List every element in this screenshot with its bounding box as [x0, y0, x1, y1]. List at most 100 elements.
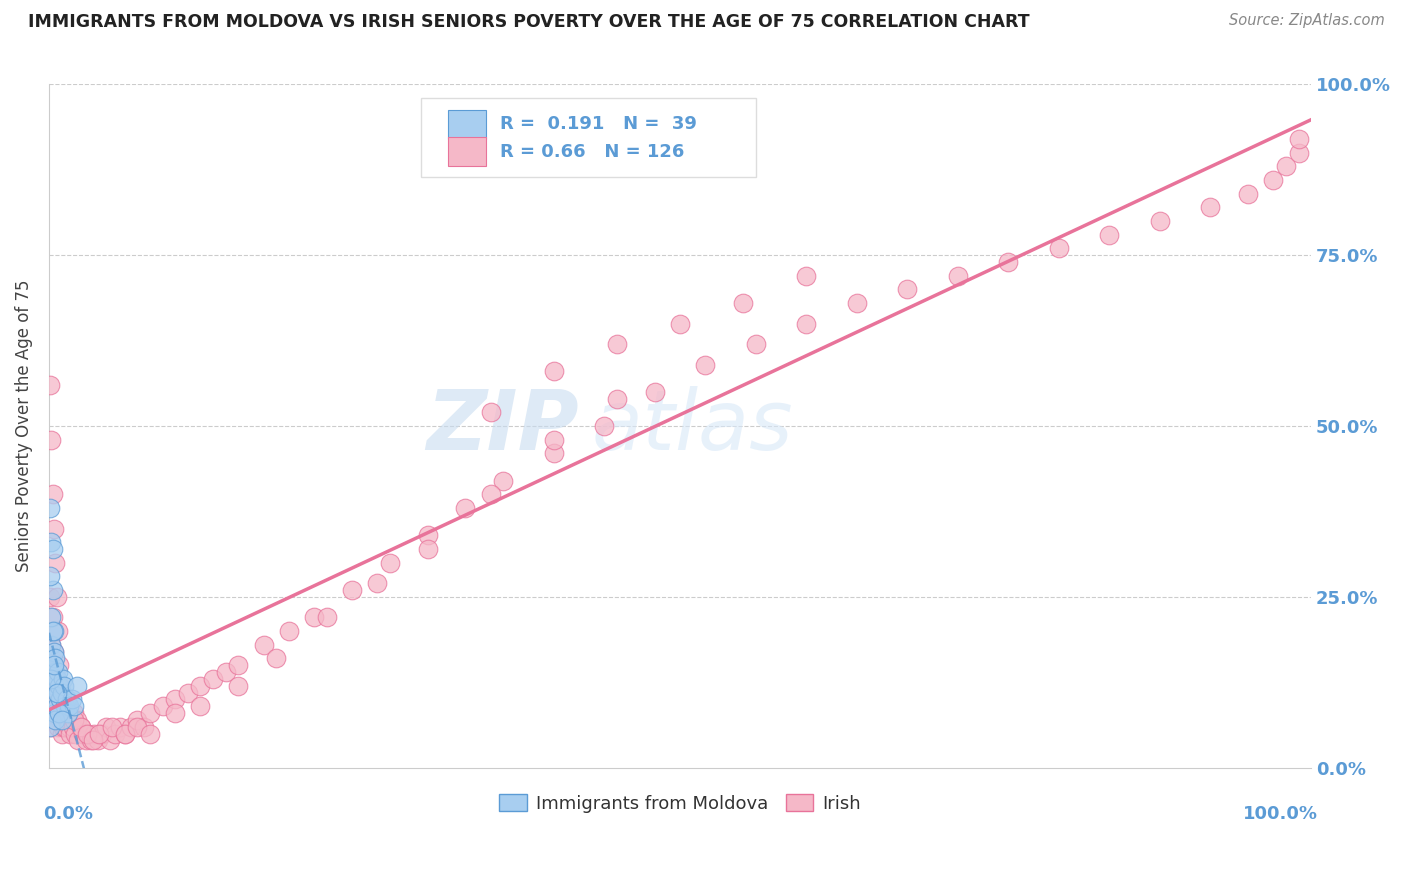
Point [63, 699, 86, 714]
Point [120, 720, 142, 734]
Point [42, 699, 65, 714]
Point [1288, 145, 1310, 160]
Point [48, 685, 70, 699]
Point [139, 726, 162, 740]
Point [42, 706, 65, 720]
Point [896, 282, 918, 296]
Point [60, 692, 83, 706]
Point [52, 720, 75, 734]
Point [41, 679, 63, 693]
Text: Source: ZipAtlas.com: Source: ZipAtlas.com [1229, 13, 1385, 29]
Point [77, 726, 100, 740]
Point [44, 713, 66, 727]
Point [794, 317, 817, 331]
Point [51, 726, 73, 740]
Point [44, 651, 66, 665]
Point [42, 658, 65, 673]
Point [46, 624, 69, 638]
Point [593, 419, 616, 434]
Point [42, 624, 65, 638]
Point [479, 405, 502, 419]
Point [98, 733, 121, 747]
Point [39, 720, 62, 734]
Text: 0.0%: 0.0% [42, 805, 93, 823]
Point [1263, 173, 1285, 187]
Point [42, 522, 65, 536]
Point [49, 692, 72, 706]
Point [58, 699, 80, 714]
Text: R = 0.66   N = 126: R = 0.66 N = 126 [499, 143, 683, 161]
Point [46, 679, 69, 693]
Point [60, 713, 83, 727]
Point [55, 720, 77, 734]
Point [49, 713, 72, 727]
Point [53, 679, 76, 693]
Point [51, 713, 73, 727]
Point [226, 658, 249, 673]
Point [42, 644, 65, 658]
Point [45, 685, 67, 699]
Point [62, 720, 84, 734]
Point [82, 733, 104, 747]
Point [492, 474, 515, 488]
Point [42, 582, 65, 597]
Point [543, 446, 565, 460]
Point [55, 692, 77, 706]
Point [226, 679, 249, 693]
Point [190, 699, 212, 714]
Point [252, 638, 274, 652]
Point [1199, 201, 1222, 215]
Point [45, 699, 67, 714]
Point [669, 317, 692, 331]
Point [55, 706, 77, 720]
Point [49, 692, 72, 706]
Point [58, 720, 80, 734]
Point [55, 699, 77, 714]
Point [52, 672, 75, 686]
Point [42, 542, 65, 557]
Point [277, 624, 299, 638]
Point [165, 706, 187, 720]
Point [416, 542, 439, 557]
Point [1275, 160, 1298, 174]
Point [75, 733, 97, 747]
Point [42, 644, 65, 658]
Point [644, 384, 666, 399]
Point [215, 665, 238, 679]
Point [66, 733, 89, 747]
Point [46, 685, 69, 699]
Point [1237, 186, 1260, 201]
Point [79, 733, 101, 747]
Point [94, 720, 117, 734]
FancyBboxPatch shape [449, 110, 485, 139]
Point [51, 692, 73, 706]
Point [51, 685, 73, 699]
Point [165, 692, 187, 706]
Point [83, 726, 105, 740]
Point [340, 582, 363, 597]
Point [53, 713, 76, 727]
Point [946, 268, 969, 283]
Point [745, 337, 768, 351]
Point [87, 733, 110, 747]
Point [606, 337, 628, 351]
Text: ZIP: ZIP [426, 385, 579, 467]
Point [42, 624, 65, 638]
Point [108, 720, 131, 734]
Point [65, 726, 87, 740]
FancyBboxPatch shape [449, 137, 485, 166]
Point [41, 535, 63, 549]
Point [41, 433, 63, 447]
Point [45, 706, 67, 720]
Point [76, 726, 98, 740]
Point [543, 364, 565, 378]
Point [66, 679, 89, 693]
Point [42, 665, 65, 679]
Point [44, 672, 66, 686]
Point [39, 378, 62, 392]
Point [997, 255, 1019, 269]
Point [56, 706, 79, 720]
Point [52, 706, 75, 720]
Point [378, 556, 401, 570]
FancyBboxPatch shape [422, 98, 756, 177]
